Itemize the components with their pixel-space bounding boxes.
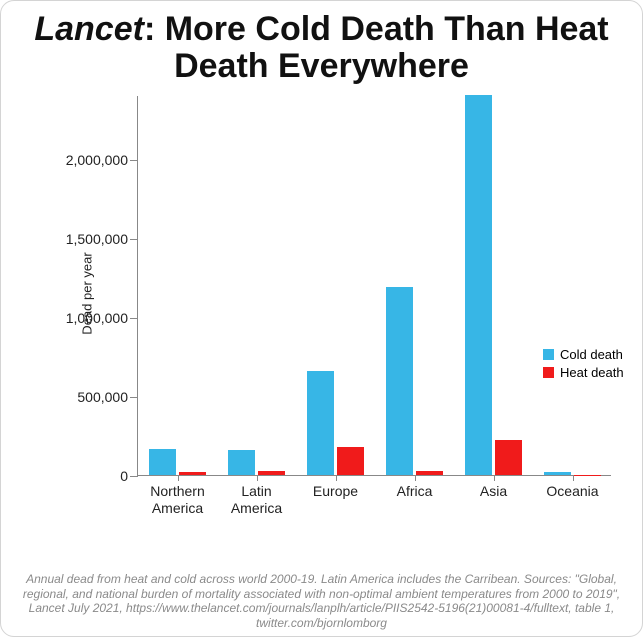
bar (307, 371, 334, 476)
bar (228, 450, 255, 475)
legend-label: Heat death (560, 365, 624, 380)
legend: Cold death Heat death (543, 344, 624, 383)
chart-title: Lancet: More Cold Death Than Heat Death … (15, 11, 628, 84)
x-tick-label: Europe (313, 475, 358, 499)
y-tick-label: 500,000 (77, 389, 138, 405)
legend-swatch (543, 349, 554, 360)
bar (465, 95, 492, 475)
y-tick-label: 1,500,000 (66, 231, 138, 247)
legend-swatch (543, 367, 554, 378)
bar (495, 440, 522, 476)
bar (386, 287, 413, 475)
bars-layer (138, 96, 611, 475)
title-italic: Lancet (34, 10, 144, 48)
bar (149, 449, 176, 476)
title-rest: : More Cold Death Than Heat Death Everyw… (144, 10, 609, 85)
y-tick-label: 0 (120, 468, 138, 484)
x-tick-label: Africa (397, 475, 433, 499)
x-tick-label: Asia (480, 475, 507, 499)
x-tick-label: Latin America (231, 475, 282, 515)
source-caption: Annual dead from heat and cold across wo… (15, 572, 628, 630)
x-tick-label: Oceania (546, 475, 598, 499)
legend-item: Cold death (543, 347, 624, 362)
bar (337, 447, 364, 476)
plot-area: 0500,0001,000,0001,500,0002,000,000Dead … (137, 96, 611, 476)
x-tick-label: Northern America (150, 475, 204, 515)
y-axis-title: Dead per year (80, 253, 95, 335)
y-tick-label: 1,000,000 (66, 310, 138, 326)
y-tick-label: 2,000,000 (66, 152, 138, 168)
legend-item: Heat death (543, 365, 624, 380)
chart-card: Lancet: More Cold Death Than Heat Death … (0, 0, 643, 637)
chart-area: 0 500,000 1,000,000 1,500,000 2,000,000 Dead … (15, 88, 628, 536)
legend-label: Cold death (560, 347, 623, 362)
